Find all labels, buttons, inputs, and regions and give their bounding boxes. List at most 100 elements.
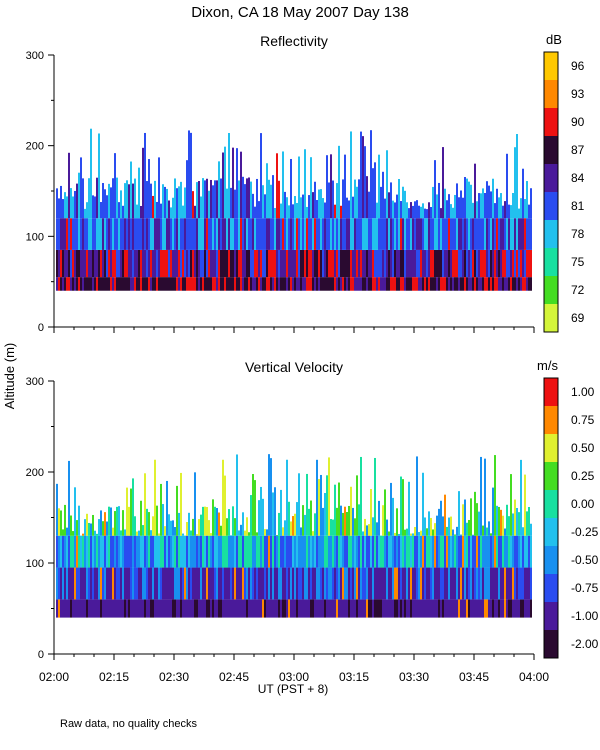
heatmap-cell [280, 218, 282, 250]
heatmap-cell [242, 599, 244, 618]
heatmap-cell [370, 488, 372, 536]
heatmap-cell [134, 516, 136, 536]
heatmap-cell [420, 206, 422, 219]
heatmap-cell [398, 567, 400, 600]
heatmap-cell [234, 567, 236, 600]
heatmap-cell [376, 522, 378, 536]
heatmap-cell [282, 218, 284, 250]
heatmap-cell [144, 277, 146, 291]
heatmap-cell [238, 180, 240, 219]
heatmap-cell [408, 277, 410, 291]
heatmap-cell [444, 535, 446, 568]
heatmap-cell [524, 599, 526, 618]
heatmap-cell [492, 249, 494, 278]
heatmap-cell [506, 535, 508, 568]
heatmap-cell [164, 526, 166, 536]
heatmap-cell [136, 531, 138, 536]
heatmap-cell [470, 184, 472, 219]
heatmap-cell [522, 218, 524, 250]
heatmap-cell [400, 201, 402, 219]
heatmap-cell [196, 534, 198, 536]
heatmap-cell [204, 567, 206, 600]
heatmap-cell [126, 599, 128, 618]
heatmap-cell [84, 218, 86, 250]
heatmap-cell [188, 567, 190, 600]
colorbar-swatch [544, 630, 558, 658]
heatmap-cell [186, 535, 188, 568]
heatmap-cell [214, 180, 216, 219]
heatmap-cell [228, 567, 230, 600]
heatmap-cell [424, 567, 426, 600]
colorbar-swatch [544, 108, 558, 136]
heatmap-cell [212, 185, 214, 219]
heatmap-cell [104, 249, 106, 278]
heatmap-cell [472, 534, 474, 536]
heatmap-cell [478, 599, 480, 618]
heatmap-cell [282, 277, 284, 291]
heatmap-cell [84, 277, 86, 291]
heatmap-cell [494, 535, 496, 568]
heatmap-cell [350, 567, 352, 600]
colorbar-label: 72 [571, 283, 585, 297]
heatmap-cell [144, 567, 146, 600]
heatmap-cell [158, 533, 160, 536]
heatmap-cell [368, 599, 370, 618]
heatmap-cell [60, 249, 62, 278]
heatmap-cell [304, 249, 306, 278]
heatmap-cell [308, 567, 310, 600]
heatmap-cell [446, 277, 448, 291]
heatmap-cell [384, 567, 386, 600]
heatmap-cell [462, 535, 464, 568]
heatmap-cell [198, 567, 200, 600]
heatmap-cell [84, 567, 86, 600]
heatmap-cell [188, 249, 190, 278]
colorbar-frame [543, 51, 559, 333]
heatmap-cell [80, 567, 82, 600]
heatmap-cell [306, 218, 308, 250]
heatmap-cell [470, 599, 472, 618]
heatmap-cell [174, 535, 176, 568]
heatmap-cell [248, 567, 250, 600]
heatmap-cell [238, 599, 240, 618]
heatmap-cell [410, 218, 412, 250]
heatmap-cell [308, 249, 310, 278]
heatmap-cell [226, 535, 228, 568]
heatmap-cell [310, 157, 312, 219]
heatmap-cell [336, 599, 338, 618]
heatmap-cell [520, 459, 522, 536]
heatmap-cell [414, 567, 416, 600]
heatmap-cell [390, 218, 392, 250]
heatmap-cell [344, 277, 346, 291]
heatmap-cell [506, 599, 508, 618]
heatmap-cell [362, 218, 364, 250]
heatmap-cell [314, 218, 316, 250]
heatmap-cell [362, 136, 364, 219]
heatmap-cell [484, 192, 486, 219]
heatmap-cell [296, 202, 298, 219]
heatmap-cell [100, 202, 102, 219]
heatmap-cell [134, 599, 136, 618]
heatmap-cell [86, 249, 88, 278]
heatmap-cell [64, 504, 66, 536]
heatmap-cell [194, 567, 196, 600]
heatmap-cell [388, 277, 390, 291]
heatmap-cell [480, 567, 482, 600]
heatmap-cell [316, 459, 318, 536]
heatmap-cell [500, 218, 502, 250]
heatmap-cell [324, 567, 326, 600]
heatmap-cell [316, 599, 318, 618]
heatmap-cell [86, 567, 88, 600]
heatmap-cell [334, 277, 336, 291]
heatmap-cell [260, 486, 262, 536]
heatmap-cell [232, 249, 234, 278]
heatmap-cell [438, 218, 440, 250]
heatmap-cell [422, 599, 424, 618]
heatmap-cell [358, 567, 360, 600]
heatmap-cell [92, 195, 94, 219]
heatmap-cell [332, 249, 334, 278]
heatmap-cell [488, 277, 490, 291]
heatmap-cell [516, 249, 518, 278]
heatmap-cell [60, 510, 62, 536]
heatmap-cell [378, 218, 380, 250]
heatmap-cell [74, 567, 76, 600]
